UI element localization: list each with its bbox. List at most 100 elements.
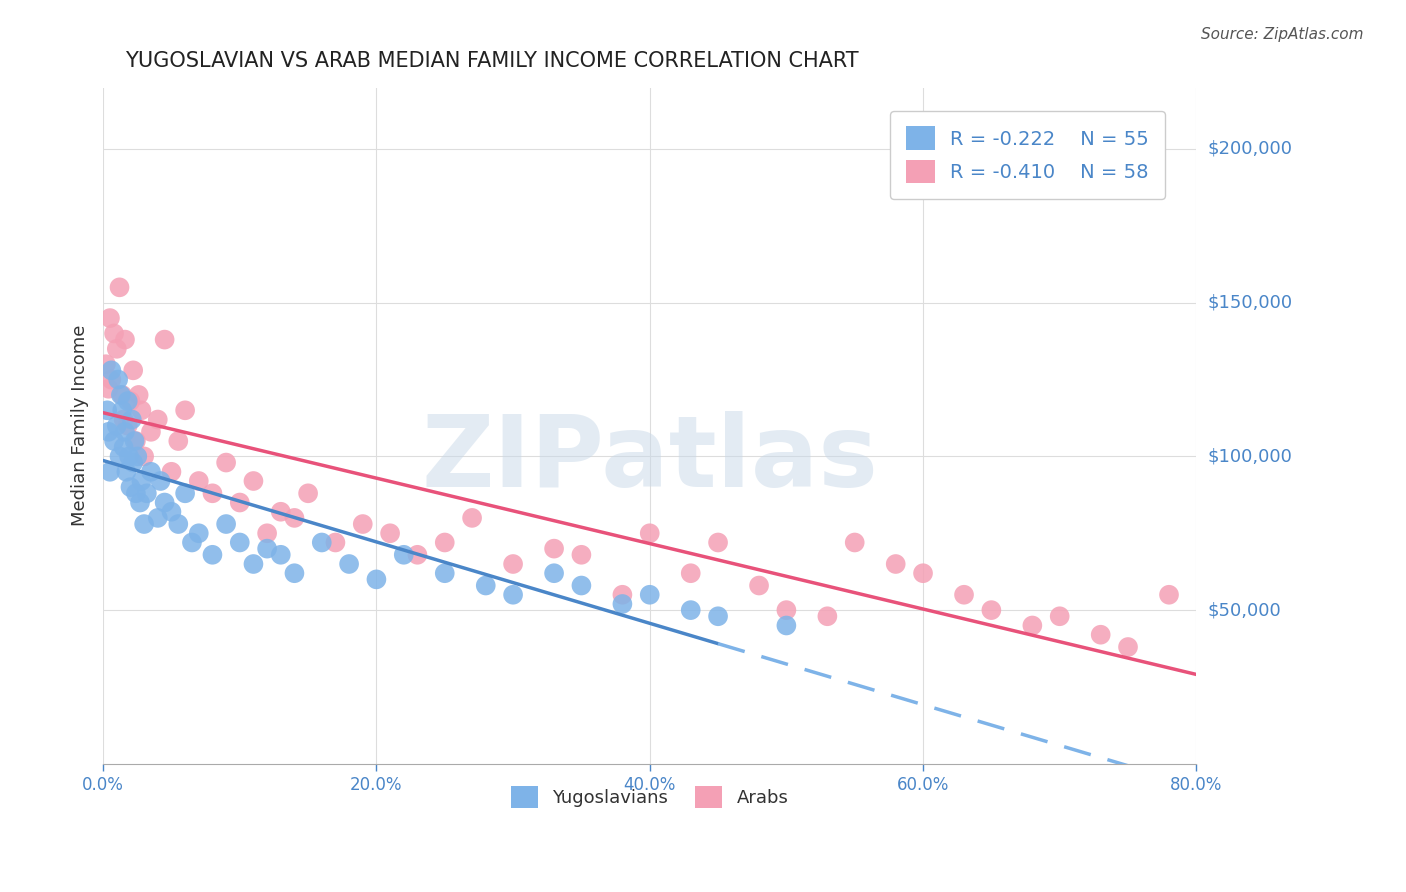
Point <box>105 342 128 356</box>
Point <box>139 425 162 439</box>
Point <box>97 382 120 396</box>
Point <box>612 588 634 602</box>
Text: $200,000: $200,000 <box>1208 140 1292 158</box>
Point <box>256 541 278 556</box>
Point <box>474 578 496 592</box>
Point <box>124 434 146 448</box>
Point <box>433 535 456 549</box>
Point <box>174 403 197 417</box>
Point <box>146 412 169 426</box>
Legend: Yugoslavians, Arabs: Yugoslavians, Arabs <box>496 772 803 822</box>
Point <box>174 486 197 500</box>
Point <box>270 505 292 519</box>
Text: $100,000: $100,000 <box>1208 448 1292 466</box>
Point <box>98 465 121 479</box>
Point <box>571 548 593 562</box>
Point <box>107 373 129 387</box>
Point <box>125 486 148 500</box>
Point <box>229 535 252 549</box>
Point <box>256 526 278 541</box>
Point <box>131 403 153 417</box>
Point <box>638 526 661 541</box>
Point <box>953 588 976 602</box>
Point <box>775 603 797 617</box>
Text: $150,000: $150,000 <box>1208 293 1292 311</box>
Point <box>111 403 134 417</box>
Point <box>146 511 169 525</box>
Point <box>112 440 135 454</box>
Point <box>325 535 347 549</box>
Point <box>707 535 730 549</box>
Point <box>98 311 121 326</box>
Point <box>110 388 132 402</box>
Point <box>139 465 162 479</box>
Point <box>283 511 305 525</box>
Point <box>980 603 1002 617</box>
Point <box>114 333 136 347</box>
Point <box>815 609 838 624</box>
Point <box>96 403 118 417</box>
Text: $50,000: $50,000 <box>1208 601 1281 619</box>
Point <box>352 516 374 531</box>
Point <box>638 588 661 602</box>
Point <box>406 548 429 562</box>
Point <box>543 566 565 581</box>
Point <box>283 566 305 581</box>
Point <box>270 548 292 562</box>
Point <box>134 516 156 531</box>
Point <box>201 548 224 562</box>
Point <box>679 603 702 617</box>
Point <box>108 450 131 464</box>
Point <box>229 495 252 509</box>
Point <box>127 450 149 464</box>
Point <box>378 526 401 541</box>
Point <box>311 535 333 549</box>
Point <box>128 388 150 402</box>
Point <box>707 609 730 624</box>
Point <box>134 450 156 464</box>
Point <box>1021 618 1043 632</box>
Point <box>167 516 190 531</box>
Point <box>111 388 134 402</box>
Point <box>167 434 190 448</box>
Point <box>115 465 138 479</box>
Point <box>337 557 360 571</box>
Point <box>131 474 153 488</box>
Point <box>775 618 797 632</box>
Point <box>201 486 224 500</box>
Point <box>129 495 152 509</box>
Point <box>120 480 142 494</box>
Point <box>297 486 319 500</box>
Point <box>215 456 238 470</box>
Point <box>120 394 142 409</box>
Y-axis label: Median Family Income: Median Family Income <box>72 325 89 526</box>
Point <box>160 465 183 479</box>
Point <box>543 541 565 556</box>
Point <box>118 450 141 464</box>
Text: YUGOSLAVIAN VS ARAB MEDIAN FAMILY INCOME CORRELATION CHART: YUGOSLAVIAN VS ARAB MEDIAN FAMILY INCOME… <box>125 51 859 70</box>
Point <box>122 363 145 377</box>
Point <box>187 474 209 488</box>
Point <box>1049 609 1071 624</box>
Point <box>502 557 524 571</box>
Point <box>571 578 593 592</box>
Point <box>433 566 456 581</box>
Point <box>105 418 128 433</box>
Point <box>242 557 264 571</box>
Point <box>912 566 935 581</box>
Point <box>392 548 415 562</box>
Point <box>160 505 183 519</box>
Point <box>187 526 209 541</box>
Point <box>117 418 139 433</box>
Point <box>461 511 484 525</box>
Point <box>181 535 204 549</box>
Point <box>366 573 388 587</box>
Text: ZIPatlas: ZIPatlas <box>422 411 879 508</box>
Point <box>242 474 264 488</box>
Point <box>149 474 172 488</box>
Point <box>100 363 122 377</box>
Point <box>153 333 176 347</box>
Point <box>121 412 143 426</box>
Point <box>125 434 148 448</box>
Point <box>114 425 136 439</box>
